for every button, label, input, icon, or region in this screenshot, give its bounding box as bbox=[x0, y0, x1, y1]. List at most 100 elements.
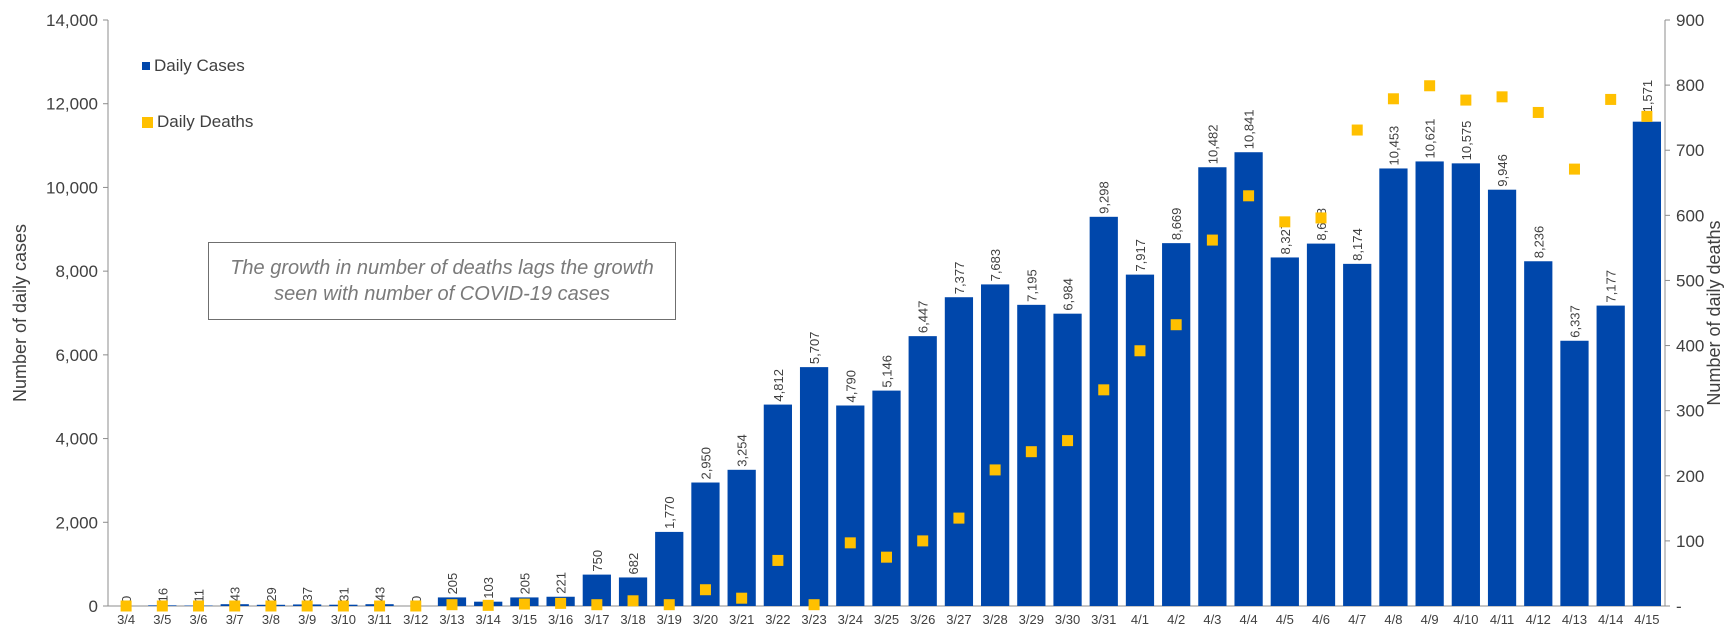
legend-daily-deaths: Daily Deaths bbox=[142, 112, 253, 132]
bar-value-label: 5,707 bbox=[807, 332, 822, 365]
x-tick-label: 3/16 bbox=[548, 612, 573, 627]
x-tick-label: 4/2 bbox=[1167, 612, 1185, 627]
bar-value-label: 37 bbox=[300, 587, 315, 601]
death-marker bbox=[808, 599, 820, 611]
bar-daily-cases bbox=[1451, 163, 1480, 606]
bar-daily-cases bbox=[655, 531, 684, 606]
death-marker bbox=[1206, 234, 1218, 246]
x-tick-label: 3/14 bbox=[476, 612, 501, 627]
left-tick-label: 4,000 bbox=[55, 430, 98, 449]
right-tick-label: 600 bbox=[1676, 206, 1704, 225]
death-marker bbox=[1315, 212, 1327, 224]
bar-value-label: 5,146 bbox=[880, 355, 895, 388]
x-tick-label: 4/10 bbox=[1453, 612, 1478, 627]
bar-daily-cases bbox=[944, 297, 974, 606]
x-tick-label: 3/4 bbox=[117, 612, 135, 627]
legend-cases-swatch bbox=[142, 62, 150, 70]
left-tick-label: 8,000 bbox=[55, 262, 98, 281]
death-marker bbox=[1605, 93, 1617, 105]
annotation-box: The growth in number of deaths lags the … bbox=[208, 242, 676, 320]
death-marker bbox=[736, 592, 748, 604]
x-tick-label: 3/10 bbox=[331, 612, 356, 627]
bar-value-label: 29 bbox=[264, 587, 279, 601]
death-marker bbox=[844, 537, 856, 549]
left-tick-label: 10,000 bbox=[46, 178, 98, 197]
x-tick-label: 3/13 bbox=[439, 612, 464, 627]
right-tick-label: 400 bbox=[1676, 337, 1704, 356]
death-marker bbox=[1496, 91, 1508, 103]
death-marker bbox=[337, 600, 349, 612]
x-tick-label: 3/28 bbox=[982, 612, 1007, 627]
bar-daily-cases bbox=[1270, 257, 1299, 606]
death-marker bbox=[229, 600, 241, 612]
x-tick-label: 4/5 bbox=[1276, 612, 1294, 627]
x-tick-label: 3/7 bbox=[226, 612, 244, 627]
right-tick-label: 300 bbox=[1676, 402, 1704, 421]
bar-daily-cases bbox=[1596, 305, 1625, 606]
death-marker bbox=[917, 535, 929, 547]
bar-value-label: 7,683 bbox=[988, 249, 1003, 282]
bar-daily-cases bbox=[908, 336, 937, 606]
death-marker bbox=[410, 600, 422, 612]
bar-value-label: 10,575 bbox=[1459, 121, 1474, 161]
bar-value-label: 3,254 bbox=[735, 434, 750, 467]
bar-daily-cases bbox=[1089, 216, 1118, 606]
bar-value-label: 4,790 bbox=[843, 370, 858, 403]
bar-daily-cases bbox=[799, 367, 829, 606]
x-tick-label: 4/3 bbox=[1203, 612, 1221, 627]
bar-value-label: 0 bbox=[119, 596, 134, 603]
bar-value-label: 8,236 bbox=[1531, 226, 1546, 259]
death-marker bbox=[1641, 110, 1653, 122]
x-tick-label: 3/18 bbox=[620, 612, 645, 627]
x-tick-label: 3/15 bbox=[512, 612, 537, 627]
death-marker bbox=[1098, 384, 1110, 396]
bar-daily-cases bbox=[1415, 161, 1444, 606]
bar-value-label: 16 bbox=[155, 588, 170, 602]
bar-daily-cases bbox=[981, 284, 1010, 606]
x-tick-label: 3/11 bbox=[367, 612, 391, 627]
left-tick-label: 0 bbox=[89, 597, 98, 616]
death-marker bbox=[663, 599, 675, 611]
right-tick-label: 800 bbox=[1676, 76, 1704, 95]
x-tick-label: 4/13 bbox=[1562, 612, 1587, 627]
legend-deaths-label: Daily Deaths bbox=[157, 112, 254, 131]
x-tick-label: 4/9 bbox=[1421, 612, 1439, 627]
death-marker bbox=[1460, 94, 1472, 106]
death-marker bbox=[1243, 190, 1255, 202]
y-axis-title: Number of daily cases bbox=[10, 224, 30, 402]
bar-value-label: 43 bbox=[228, 587, 243, 601]
bar-value-label: 103 bbox=[481, 577, 496, 599]
death-marker bbox=[1062, 435, 1074, 447]
x-tick-label: 4/1 bbox=[1131, 612, 1149, 627]
bar-daily-cases bbox=[1487, 189, 1517, 607]
x-tick-label: 3/19 bbox=[657, 612, 682, 627]
bar-daily-cases bbox=[727, 469, 756, 606]
death-marker bbox=[1170, 319, 1182, 331]
bar-value-label: 205 bbox=[517, 573, 532, 595]
bar-daily-cases bbox=[836, 405, 865, 606]
death-marker bbox=[591, 599, 603, 611]
bar-value-label: 7,177 bbox=[1604, 270, 1619, 303]
bar-value-label: 4,812 bbox=[771, 369, 786, 402]
bar-daily-cases bbox=[1162, 243, 1191, 606]
bar-daily-cases bbox=[872, 390, 901, 606]
bar-value-label: 6,984 bbox=[1061, 278, 1076, 311]
death-marker bbox=[953, 512, 965, 524]
x-tick-label: 3/24 bbox=[838, 612, 863, 627]
bar-value-label: 31 bbox=[336, 587, 351, 601]
bar-value-label: 221 bbox=[554, 572, 569, 594]
death-marker bbox=[772, 554, 784, 566]
right-tick-label: 700 bbox=[1676, 141, 1704, 160]
bar-value-label: 7,195 bbox=[1024, 269, 1039, 302]
x-tick-label: 3/31 bbox=[1091, 612, 1116, 627]
left-tick-label: 14,000 bbox=[46, 11, 98, 30]
x-tick-label: 3/27 bbox=[946, 612, 971, 627]
bar-value-label: 0 bbox=[409, 596, 424, 603]
left-tick-label: 12,000 bbox=[46, 95, 98, 114]
death-marker bbox=[1351, 124, 1363, 136]
bar-value-label: 7,917 bbox=[1133, 239, 1148, 272]
bar-value-label: 6,447 bbox=[916, 301, 931, 334]
x-tick-label: 4/7 bbox=[1348, 612, 1366, 627]
bar-value-label: 9,298 bbox=[1097, 181, 1112, 214]
bar-value-label: 8,669 bbox=[1169, 208, 1184, 241]
